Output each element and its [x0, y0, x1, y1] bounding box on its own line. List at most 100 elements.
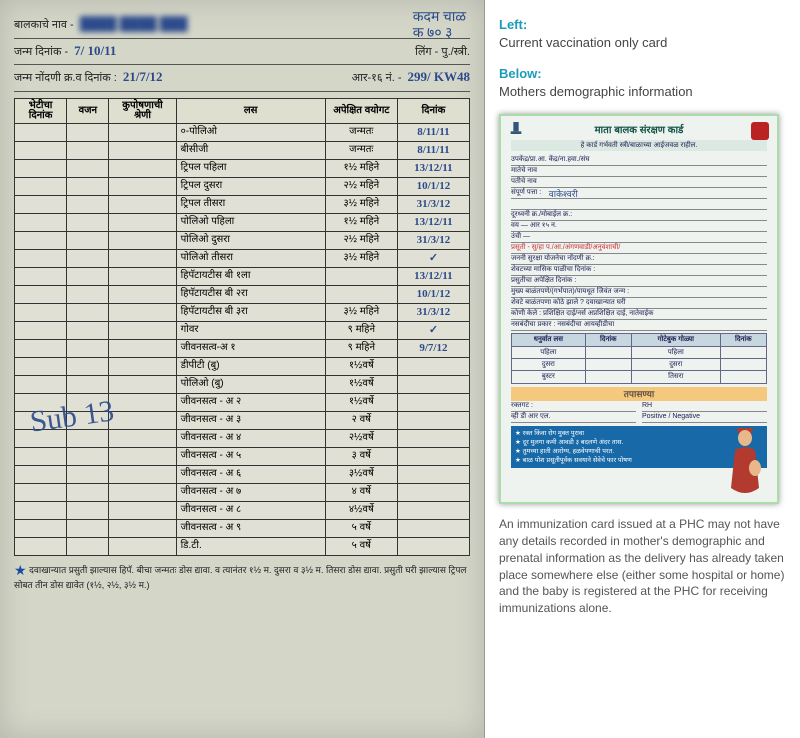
vaccine-name: ०-पोलिओ [176, 124, 325, 142]
date-given: 13/12/11 [397, 214, 469, 232]
vaccine-name: जीवनसत्व - अ ६ [176, 466, 325, 484]
date-given: 10/1/12 [397, 178, 469, 196]
exam-title: तपासण्या [511, 387, 767, 401]
date-given: 10/1/12 [397, 286, 469, 304]
date-given [397, 520, 469, 538]
col-visit: भेटीचा दिनांक [15, 99, 67, 124]
r16-label: आर-१६ नं. - [352, 68, 402, 89]
table-row: हिपॅटायटीस बी ३रा३½ महिने31/3/12 [15, 304, 470, 322]
vaccine-name: पोलिओ (बु) [176, 376, 325, 394]
tt-table: धनुर्वात लस दिनांक गोटेबुक गोळ्या दिनांक… [511, 333, 767, 384]
date-given: 8/11/11 [397, 124, 469, 142]
vaccine-name: पोलिओ दुसरा [176, 232, 325, 250]
tt-row: बुस्टरतिसरा [512, 371, 767, 383]
child-name-label: बालकाचे नाव - [14, 15, 74, 36]
child-name-value: ████ ████ ███ [80, 12, 188, 37]
table-row: जीवनसत्व - अ ६३½वर्षे [15, 466, 470, 484]
vaccine-name: ट्रिपल दुसरा [176, 178, 325, 196]
reg-label: जन्म नोंदणी क्र.व दिनांक : [14, 68, 117, 89]
expected-age: ३½ महिने [325, 250, 397, 268]
vaccine-name: ट्रिपल पहिला [176, 160, 325, 178]
expected-age: ४ वर्षे [325, 484, 397, 502]
vaccine-name: जीवनसत्व-अ १ [176, 340, 325, 358]
vaccine-name: जीवनसत्व - अ ७ [176, 484, 325, 502]
reg-value: 21/7/12 [123, 65, 163, 90]
expected-age: ३ वर्षे [325, 448, 397, 466]
mc-field-line: प्रसुतीचा अपेक्षित दिनांक : [511, 276, 767, 287]
expected-age: १½ महिने [325, 214, 397, 232]
mc-field-line: दूरध्वनी क्र./मोबाईल क्र.: [511, 210, 767, 221]
date-given: 9/7/12 [397, 340, 469, 358]
mother-card: माता बालक संरक्षण कार्ड हे कार्ड गर्भवती… [499, 114, 779, 504]
expected-age: ५ वर्षे [325, 538, 397, 556]
mc-field-line: नसबंदीचा प्रकार : नसबंदीचा आयव्हीडीचा [511, 320, 767, 331]
expected-age: १½वर्षे [325, 376, 397, 394]
date-given [397, 394, 469, 412]
date-given: 31/3/12 [397, 196, 469, 214]
date-given: ✓ [397, 322, 469, 340]
vaccine-name: हिपॅटायटीस बी १ला [176, 268, 325, 286]
col-weight: वजन [67, 99, 109, 124]
handwritten-address: कदम चाळ क ७० ३ [413, 10, 466, 42]
mc-field-line: जननी सुरक्षा योजनेचा नोंदणी क्र.: [511, 254, 767, 265]
date-given: 8/11/11 [397, 142, 469, 160]
date-given: 31/3/12 [397, 304, 469, 322]
mother-child-illustration-icon [717, 428, 773, 498]
table-row: पोलिओ (बु)१½वर्षे [15, 376, 470, 394]
vaccine-name: ट्रिपल तीसरा [176, 196, 325, 214]
right-column: Left: Current vaccination only card Belo… [485, 0, 800, 738]
vaccine-name: जीवनसत्व - अ ८ [176, 502, 325, 520]
explanatory-text: An immunization card issued at a PHC may… [499, 516, 786, 617]
vaccine-name: पोलिओ तीसरा [176, 250, 325, 268]
date-given: 13/12/11 [397, 160, 469, 178]
mc-subtitle: हे कार्ड गर्भवती स्त्री/बाळाच्या आईजवळ र… [511, 140, 767, 151]
expected-age: ९ महिने [325, 322, 397, 340]
r16-value: 299/ KW48 [408, 65, 470, 90]
table-row: ट्रिपल तीसरा३½ महिने31/3/12 [15, 196, 470, 214]
vaccine-name: डि.टी. [176, 538, 325, 556]
mc-field-line: कोणी केले : प्रशिक्षित दाई/नर्स अप्रशिक्… [511, 309, 767, 320]
expected-age: ५ वर्षे [325, 520, 397, 538]
mc-title: माता बालक संरक्षण कार्ड [511, 124, 767, 138]
col-date: दिनांक [397, 99, 469, 124]
expected-age: २½ महिने [325, 232, 397, 250]
table-row: पोलिओ तीसरा३½ महिने✓ [15, 250, 470, 268]
vaccine-name: हिपॅटायटीस बी २रा [176, 286, 325, 304]
tt-row: पहिलापहिला [512, 346, 767, 358]
nrhm-logo-icon [751, 122, 769, 140]
card-header: बालकाचे नाव - ████ ████ ███ जन्म दिनांक … [14, 12, 470, 92]
date-given: 13/12/11 [397, 268, 469, 286]
table-row: जीवनसत्व - अ ८४½वर्षे [15, 502, 470, 520]
footnote: ★ दवाखान्यात प्रसुती झाल्यास हिपॅ. बीचा … [14, 562, 470, 591]
mc-field-line: मुख्य बाळंतपणे/(गर्भपात)/पायधूत जिवंत जन… [511, 287, 767, 298]
mc-field-line: उपकेंद्र/प्रा.आ. केंद्र/ना.हवा./संघ [511, 155, 767, 166]
expected-age [325, 268, 397, 286]
date-given [397, 412, 469, 430]
expected-age [325, 286, 397, 304]
table-row: जीवनसत्व - अ ७४ वर्षे [15, 484, 470, 502]
mc-field-line: प्रसूती - सु/हा प./आ./अंगणवाडी/अनुवंशाची… [511, 243, 767, 254]
mc-field-line: मातेचे नाव [511, 166, 767, 177]
mc-field-line: उंची — [511, 232, 767, 243]
expected-age: ३½वर्षे [325, 466, 397, 484]
star-icon: ★ [14, 562, 27, 578]
vaccine-name: बीसीजी [176, 142, 325, 160]
table-row: डीपीटी (बु)१½वर्षे [15, 358, 470, 376]
expected-age: २½वर्षे [325, 430, 397, 448]
vaccine-name: डीपीटी (बु) [176, 358, 325, 376]
caption-below: Below: Mothers demographic information [499, 65, 786, 100]
date-given [397, 430, 469, 448]
date-given [397, 466, 469, 484]
table-row: ०-पोलिओजन्मतः8/11/11 [15, 124, 470, 142]
dob-label: जन्म दिनांक - [14, 42, 68, 63]
vaccine-name: जीवनसत्व - अ २ [176, 394, 325, 412]
mc-field-line: संपूर्ण पत्ता : वाकेश्वरी [511, 188, 767, 199]
table-row: गोवर९ महिने✓ [15, 322, 470, 340]
table-row: पोलिओ पहिला१½ महिने13/12/11 [15, 214, 470, 232]
table-row: हिपॅटायटीस बी २रा 10/1/12 [15, 286, 470, 304]
date-given: ✓ [397, 250, 469, 268]
vaccination-card: कदम चाळ क ७० ३ बालकाचे नाव - ████ ████ █… [0, 0, 485, 738]
table-row: बीसीजीजन्मतः8/11/11 [15, 142, 470, 160]
date-given [397, 502, 469, 520]
expected-age: जन्मतः [325, 142, 397, 160]
